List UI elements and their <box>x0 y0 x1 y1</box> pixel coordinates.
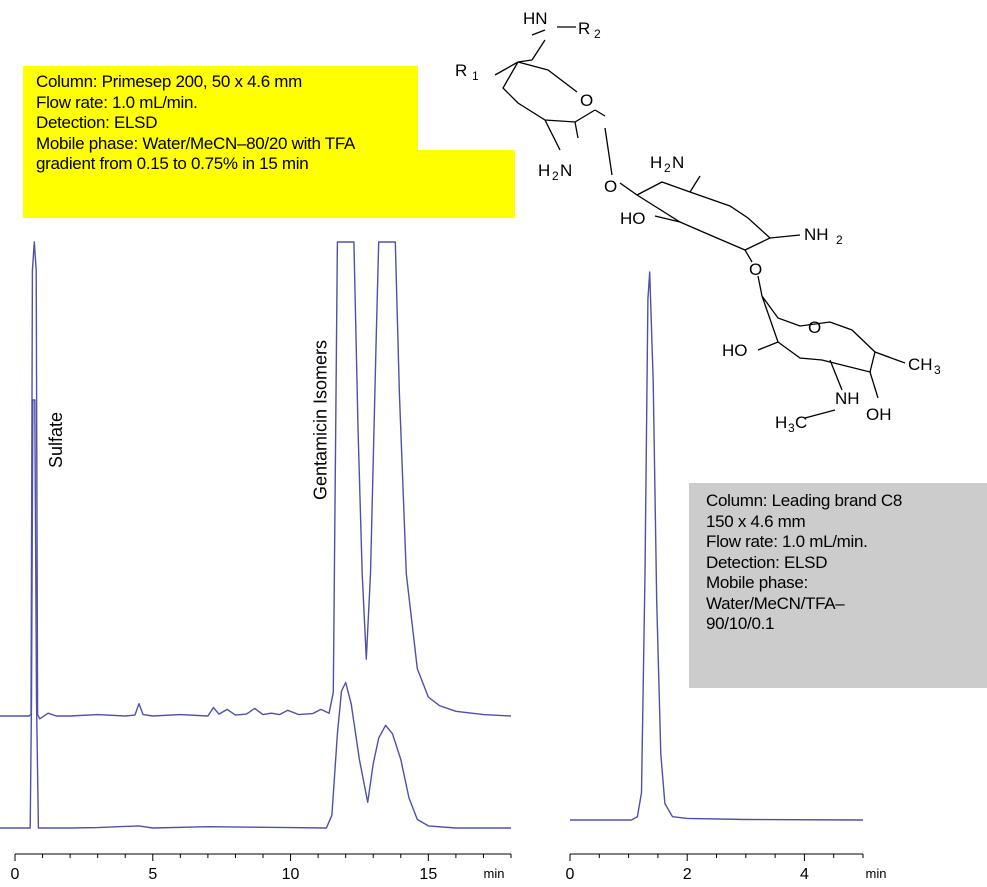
x-tick-label: 2 <box>683 866 692 882</box>
note-line: Column: Leading brand C8 <box>706 491 902 510</box>
structure-label: HO <box>722 341 748 360</box>
note-line: Flow rate: 1.0 mL/min. <box>36 92 198 112</box>
x-tick-label: 15 <box>419 866 437 882</box>
gentamicin-structure-drawing: HN R 2 R 1 O H 2 N O H 2 N HO NH 2 O O H… <box>455 9 941 435</box>
note-line: Detection: ELSD <box>706 552 828 572</box>
structure-label: H <box>650 153 662 172</box>
note-line: Water/MeCN/TFA– <box>706 593 845 613</box>
structure-label: 2 <box>552 169 559 183</box>
structure-label: H <box>775 413 787 432</box>
structure-label: 3 <box>788 421 795 435</box>
chart-right: 0 2 4 min <box>566 271 887 883</box>
structure-label: O <box>808 318 821 337</box>
structure-label: R <box>578 19 590 38</box>
structure-label: C <box>795 413 807 432</box>
x-tick-label: 0 <box>11 866 20 882</box>
note-line: Column: Primesep 200, 50 x 4.6 mm <box>36 72 302 91</box>
x-unit-label: min <box>866 866 887 881</box>
method-note-c8: Column: Leading brand C8 150 x 4.6 mm Fl… <box>689 483 987 688</box>
note-line: Mobile phase: <box>706 573 808 592</box>
structure-label: O <box>749 260 762 279</box>
note-background <box>23 150 515 218</box>
x-unit-label: min <box>484 866 505 881</box>
structure-label: N <box>560 161 572 180</box>
structure-label: N <box>672 153 684 172</box>
structure-label: HN <box>523 9 548 28</box>
structure-label: 2 <box>836 233 843 247</box>
chromatogram-trace <box>0 241 512 720</box>
structure-label: H <box>538 161 550 180</box>
structure-label: NH <box>804 225 829 244</box>
note-line: 90/10/0.1 <box>706 614 775 633</box>
note-line: Detection: ELSD <box>36 113 158 132</box>
structure-label: 1 <box>472 69 479 83</box>
structure-label: NH <box>835 389 860 408</box>
x-tick-label: 4 <box>800 866 809 882</box>
x-tick-label: 5 <box>148 866 157 882</box>
note-line: gradient from 0.15 to 0.75% in 15 min <box>36 154 309 173</box>
x-tick-label: 10 <box>282 866 300 882</box>
x-tick-label: 0 <box>566 866 575 882</box>
chart-left: 0 5 10 15 min Sulfate Gentamicin Isomers <box>0 241 512 883</box>
structure-label: 3 <box>934 363 941 377</box>
note-background <box>23 66 418 150</box>
structure-label: R <box>455 61 467 80</box>
structure-label: O <box>604 177 617 196</box>
method-note-primesep: Column: Primesep 200, 50 x 4.6 mm Flow r… <box>23 66 515 218</box>
structure-label: 2 <box>594 27 601 41</box>
note-line: Flow rate: 1.0 mL/min. <box>706 532 868 551</box>
structure-label: HO <box>620 209 646 228</box>
note-line: 150 x 4.6 mm <box>706 511 806 531</box>
structure-label: CH <box>908 355 933 374</box>
structure-label: O <box>580 91 593 110</box>
peak-annotation: Sulfate <box>46 412 66 468</box>
chromatogram-trace <box>570 271 864 821</box>
note-line: Mobile phase: Water/MeCN–80/20 with TFA <box>36 133 356 153</box>
structure-label: OH <box>866 405 892 424</box>
peak-annotation: Gentamicin Isomers <box>310 340 330 500</box>
chromatogram-trace <box>0 399 511 829</box>
structure-label: 2 <box>664 161 671 175</box>
